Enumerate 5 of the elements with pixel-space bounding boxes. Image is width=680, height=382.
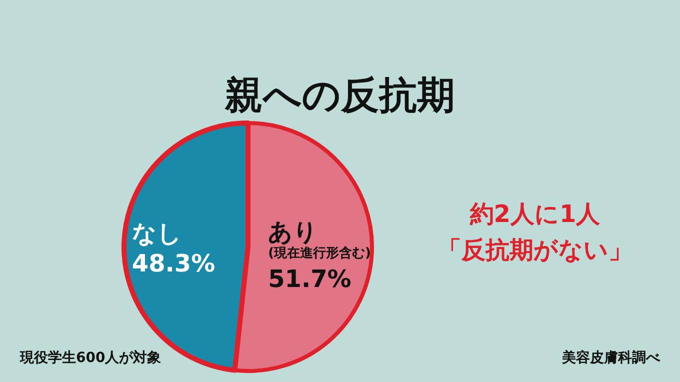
annotation: 現役学生600人が対象	[20, 350, 162, 366]
annotation: 約2人に1人	[470, 200, 600, 228]
title: 親への反抗期	[225, 73, 455, 117]
annotation: 美容皮膚科調べ	[562, 350, 660, 366]
annotation: 「反抗期がない」	[438, 236, 632, 264]
